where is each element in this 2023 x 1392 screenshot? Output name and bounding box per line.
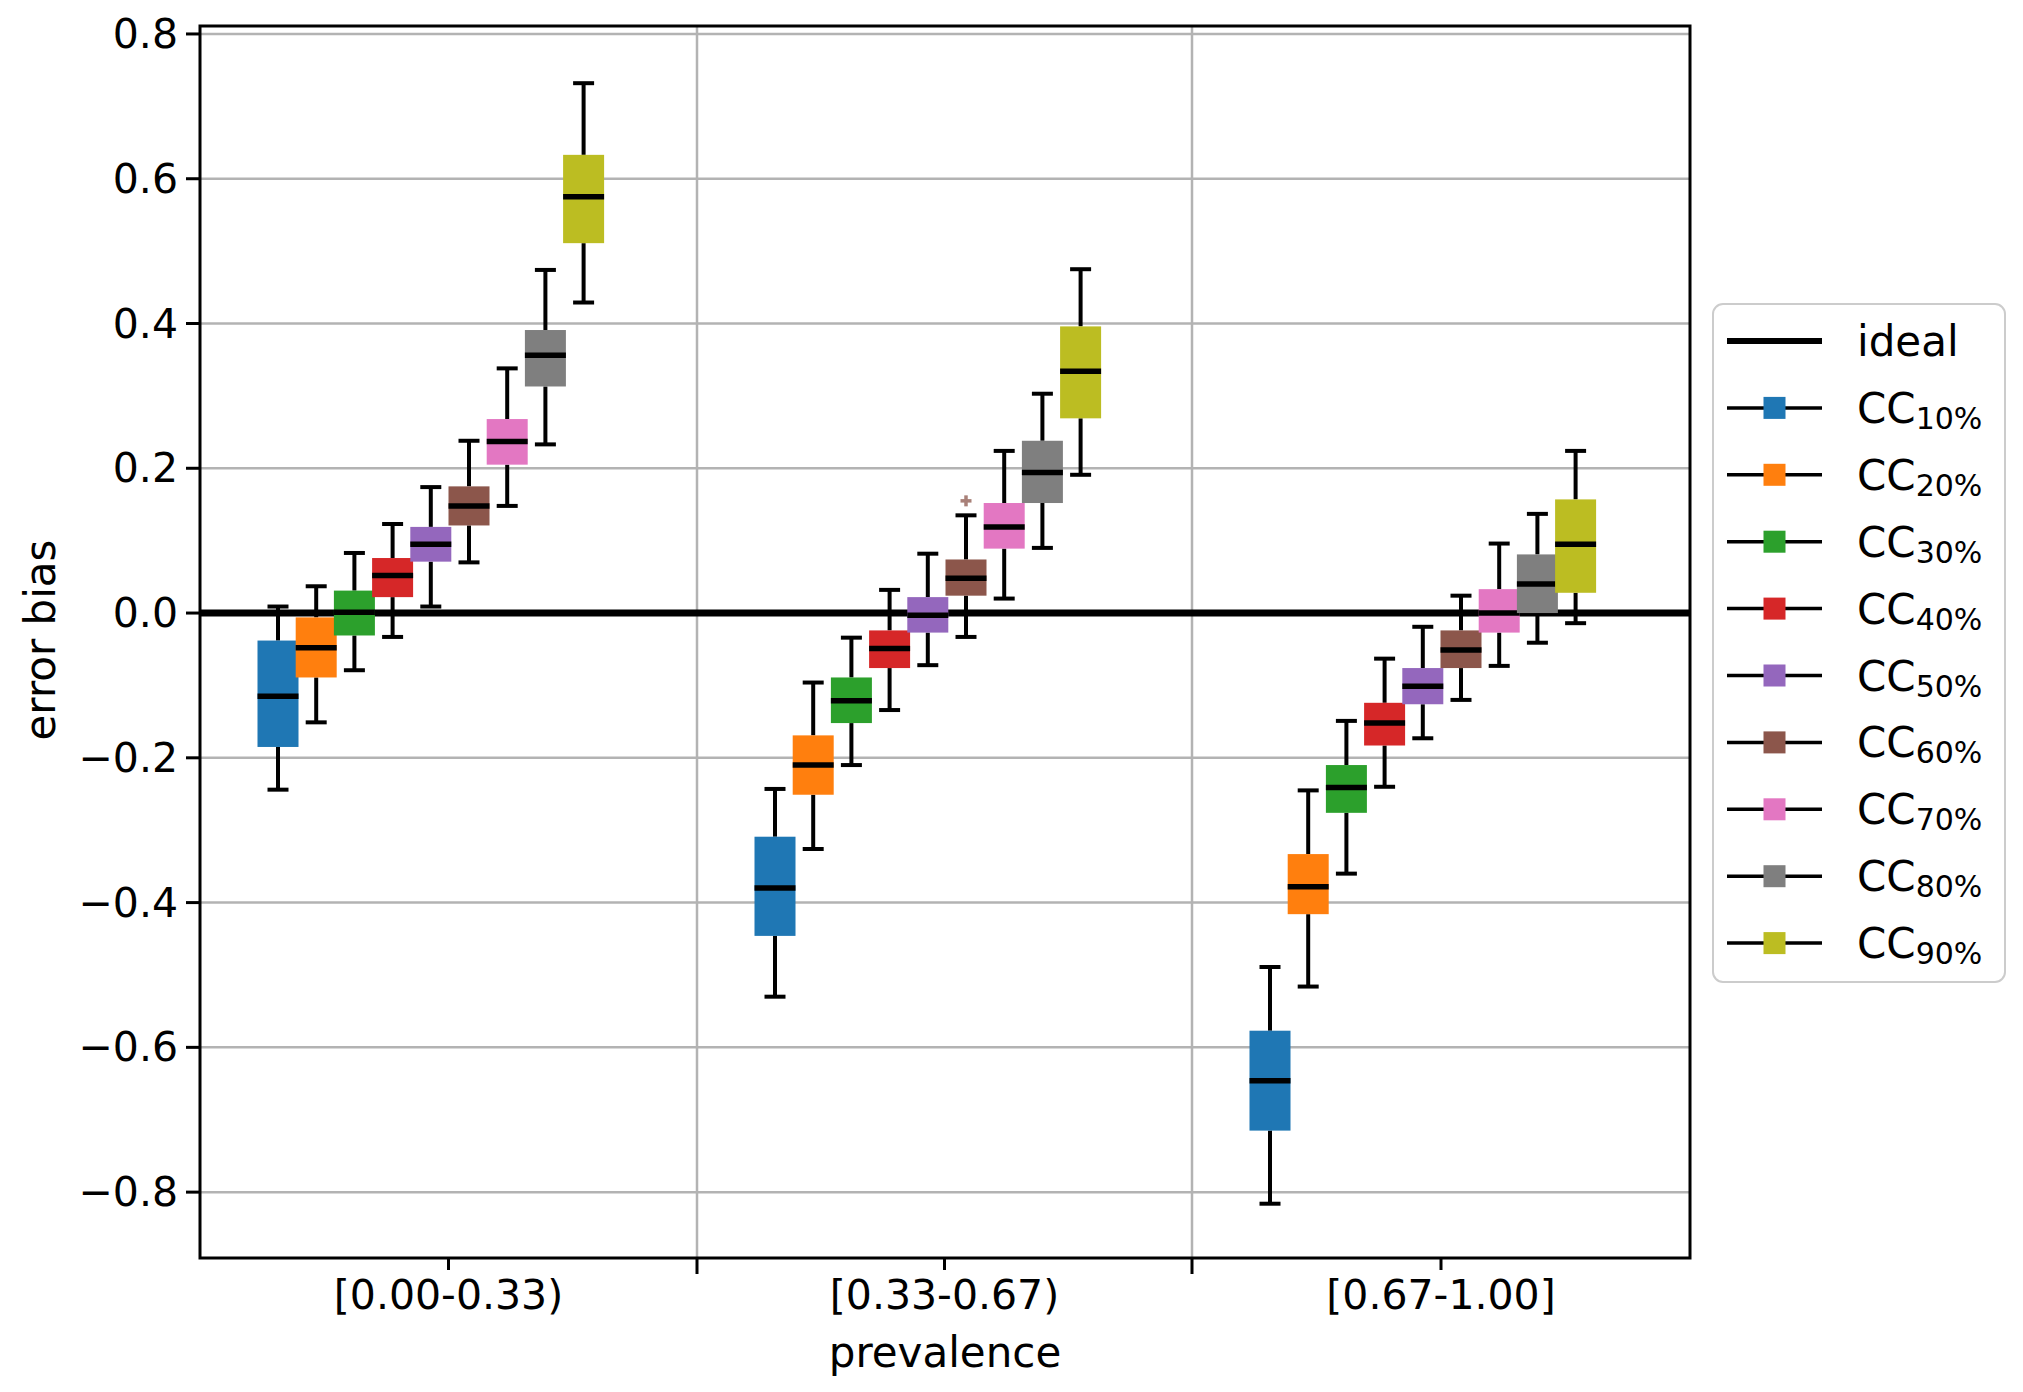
x-tick-label: [0.00-0.33) (334, 1271, 563, 1319)
x-axis-label: prevalence (829, 1328, 1062, 1377)
y-tick-label: 0.8 (113, 10, 178, 58)
legend-label: ideal (1857, 317, 1959, 366)
boxplot-CC90%-group1 (563, 83, 604, 302)
boxplot-CC50%-group1 (410, 487, 451, 606)
boxplot-CC60%-group1 (449, 441, 490, 563)
boxplot-CC30%-group1 (334, 553, 375, 670)
y-tick-label: 0.0 (113, 589, 178, 637)
legend-marker (1764, 665, 1786, 687)
boxplot-CC70%-group2 (984, 451, 1025, 599)
y-tick-label: −0.6 (78, 1023, 178, 1071)
legend-marker (1764, 798, 1786, 820)
boxplot-CC50%-group3 (1402, 627, 1443, 738)
y-tick-label: 0.4 (113, 300, 178, 348)
boxplot-CC90%-group3 (1555, 451, 1596, 623)
boxplot-CC20%-group1 (296, 586, 337, 722)
boxplot-CC80%-group3 (1517, 514, 1558, 643)
legend-marker (1764, 598, 1786, 620)
legend: idealCC10%CC20%CC30%CC40%CC50%CC60%CC70%… (1713, 304, 2005, 982)
boxplot-CC50%-group2 (907, 554, 948, 665)
boxplot-CC40%-group3 (1364, 659, 1405, 787)
boxplot-CC70%-group1 (487, 368, 528, 506)
boxplot-figure: 0.8 0.6 0.4 0.2 0.0 −0.2 −0.4 −0.6 −0.8 [0.00-0.3… (0, 0, 2023, 1392)
legend-marker (1764, 932, 1786, 954)
y-tick-label: −0.8 (78, 1168, 178, 1216)
boxplot-CC90%-group2 (1060, 269, 1101, 475)
box (525, 330, 566, 386)
boxplot-CC80%-group2 (1022, 394, 1063, 548)
legend-marker (1764, 397, 1786, 419)
y-tick-label: −0.2 (78, 734, 178, 782)
boxplot-CC10%-group3 (1250, 967, 1291, 1204)
y-axis-label: error bias (16, 540, 65, 741)
flier (961, 495, 972, 506)
y-tick-label: −0.4 (78, 879, 178, 927)
boxplot-CC40%-group2 (869, 590, 910, 710)
boxplot-CC30%-group3 (1326, 721, 1367, 874)
legend-marker (1764, 531, 1786, 553)
boxplot-CC70%-group3 (1479, 544, 1520, 666)
boxplot-CC20%-group2 (793, 683, 834, 849)
legend-marker (1764, 464, 1786, 486)
boxplot-CC30%-group2 (831, 638, 872, 765)
y-tick-label: 0.6 (113, 155, 178, 203)
boxplot-CC20%-group3 (1288, 790, 1329, 986)
x-tick-label: [0.33-0.67) (830, 1271, 1059, 1319)
legend-marker (1764, 731, 1786, 753)
boxplot-CC10%-group2 (755, 789, 796, 997)
boxplot-CC10%-group1 (258, 607, 299, 790)
y-tick-label: 0.2 (113, 444, 178, 492)
boxplot-CC40%-group1 (372, 524, 413, 637)
chart-canvas: 0.8 0.6 0.4 0.2 0.0 −0.2 −0.4 −0.6 −0.8 [0.00-0.3… (0, 0, 2023, 1392)
legend-marker (1764, 865, 1786, 887)
x-tick-label: [0.67-1.00] (1326, 1271, 1555, 1319)
boxplot-CC80%-group1 (525, 270, 566, 444)
boxplots-layer (258, 83, 1597, 1204)
